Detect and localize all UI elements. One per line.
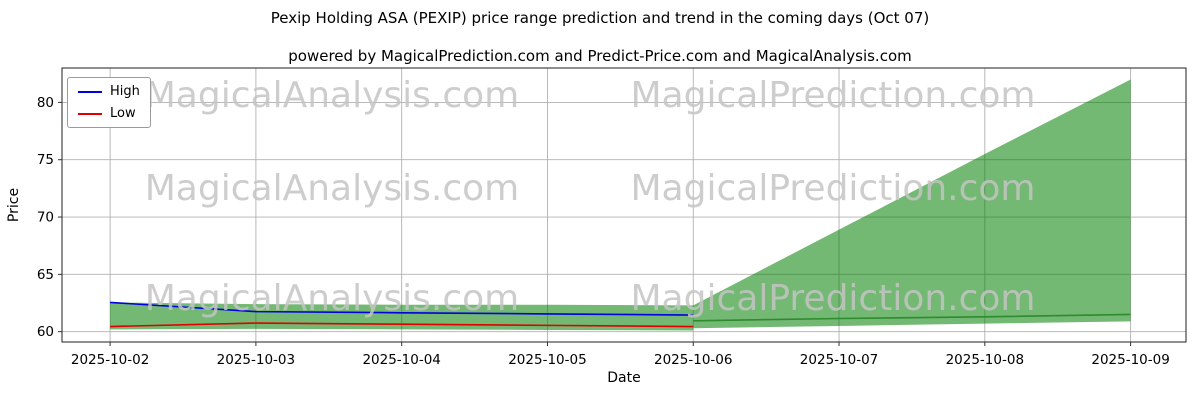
legend-swatch-low <box>78 112 102 115</box>
x-axis-label: Date <box>607 370 640 386</box>
x-tick-label: 2025-10-05 <box>508 352 586 368</box>
x-tick-label: 2025-10-02 <box>71 352 149 368</box>
y-axis-label: Price <box>6 188 22 222</box>
x-tick-label: 2025-10-06 <box>654 352 732 368</box>
y-tick-label: 70 <box>37 210 54 226</box>
series-line-trend <box>693 313 1131 322</box>
series-lines <box>110 301 1131 328</box>
series-line-high <box>110 301 694 316</box>
x-tick-label: 2025-10-09 <box>1091 352 1169 368</box>
y-tick-label: 65 <box>37 267 54 283</box>
band-forecast-range <box>693 79 1131 329</box>
plot-border <box>61 67 1187 343</box>
x-tick-label: 2025-10-07 <box>800 352 878 368</box>
y-tick-label: 80 <box>37 95 54 111</box>
chart-subtitle: powered by MagicalPrediction.com and Pre… <box>288 47 912 65</box>
watermark-text: MagicalPrediction.com <box>631 75 1036 116</box>
watermark-text: MagicalAnalysis.com <box>145 168 519 209</box>
legend-label: Low <box>110 106 136 121</box>
chart-title: Pexip Holding ASA (PEXIP) price range pr… <box>270 9 930 27</box>
x-tick-label: 2025-10-03 <box>217 352 295 368</box>
legend-label: High <box>110 84 140 99</box>
axes: 2025-10-02 2025-10-03 2025-10-04 2025-10-05… <box>6 95 1170 386</box>
watermark-text: MagicalPrediction.com <box>631 168 1036 209</box>
x-tick-label: 2025-10-08 <box>946 352 1024 368</box>
series-line-low <box>110 322 694 328</box>
watermarks: MagicalAnalysis.com MagicalPrediction.com… <box>145 75 1036 319</box>
legend: High Low <box>67 77 151 128</box>
y-tick-label: 60 <box>37 324 54 340</box>
legend-entry-high: High <box>78 84 140 99</box>
watermark-text: MagicalAnalysis.com <box>145 75 519 116</box>
watermark-text: MagicalPrediction.com <box>631 278 1036 319</box>
y-tick-label: 75 <box>37 152 54 168</box>
watermark-text: MagicalAnalysis.com <box>145 278 519 319</box>
legend-entry-low: Low <box>78 106 140 121</box>
x-tick-label: 2025-10-04 <box>362 352 440 368</box>
legend-swatch-high <box>78 90 102 93</box>
